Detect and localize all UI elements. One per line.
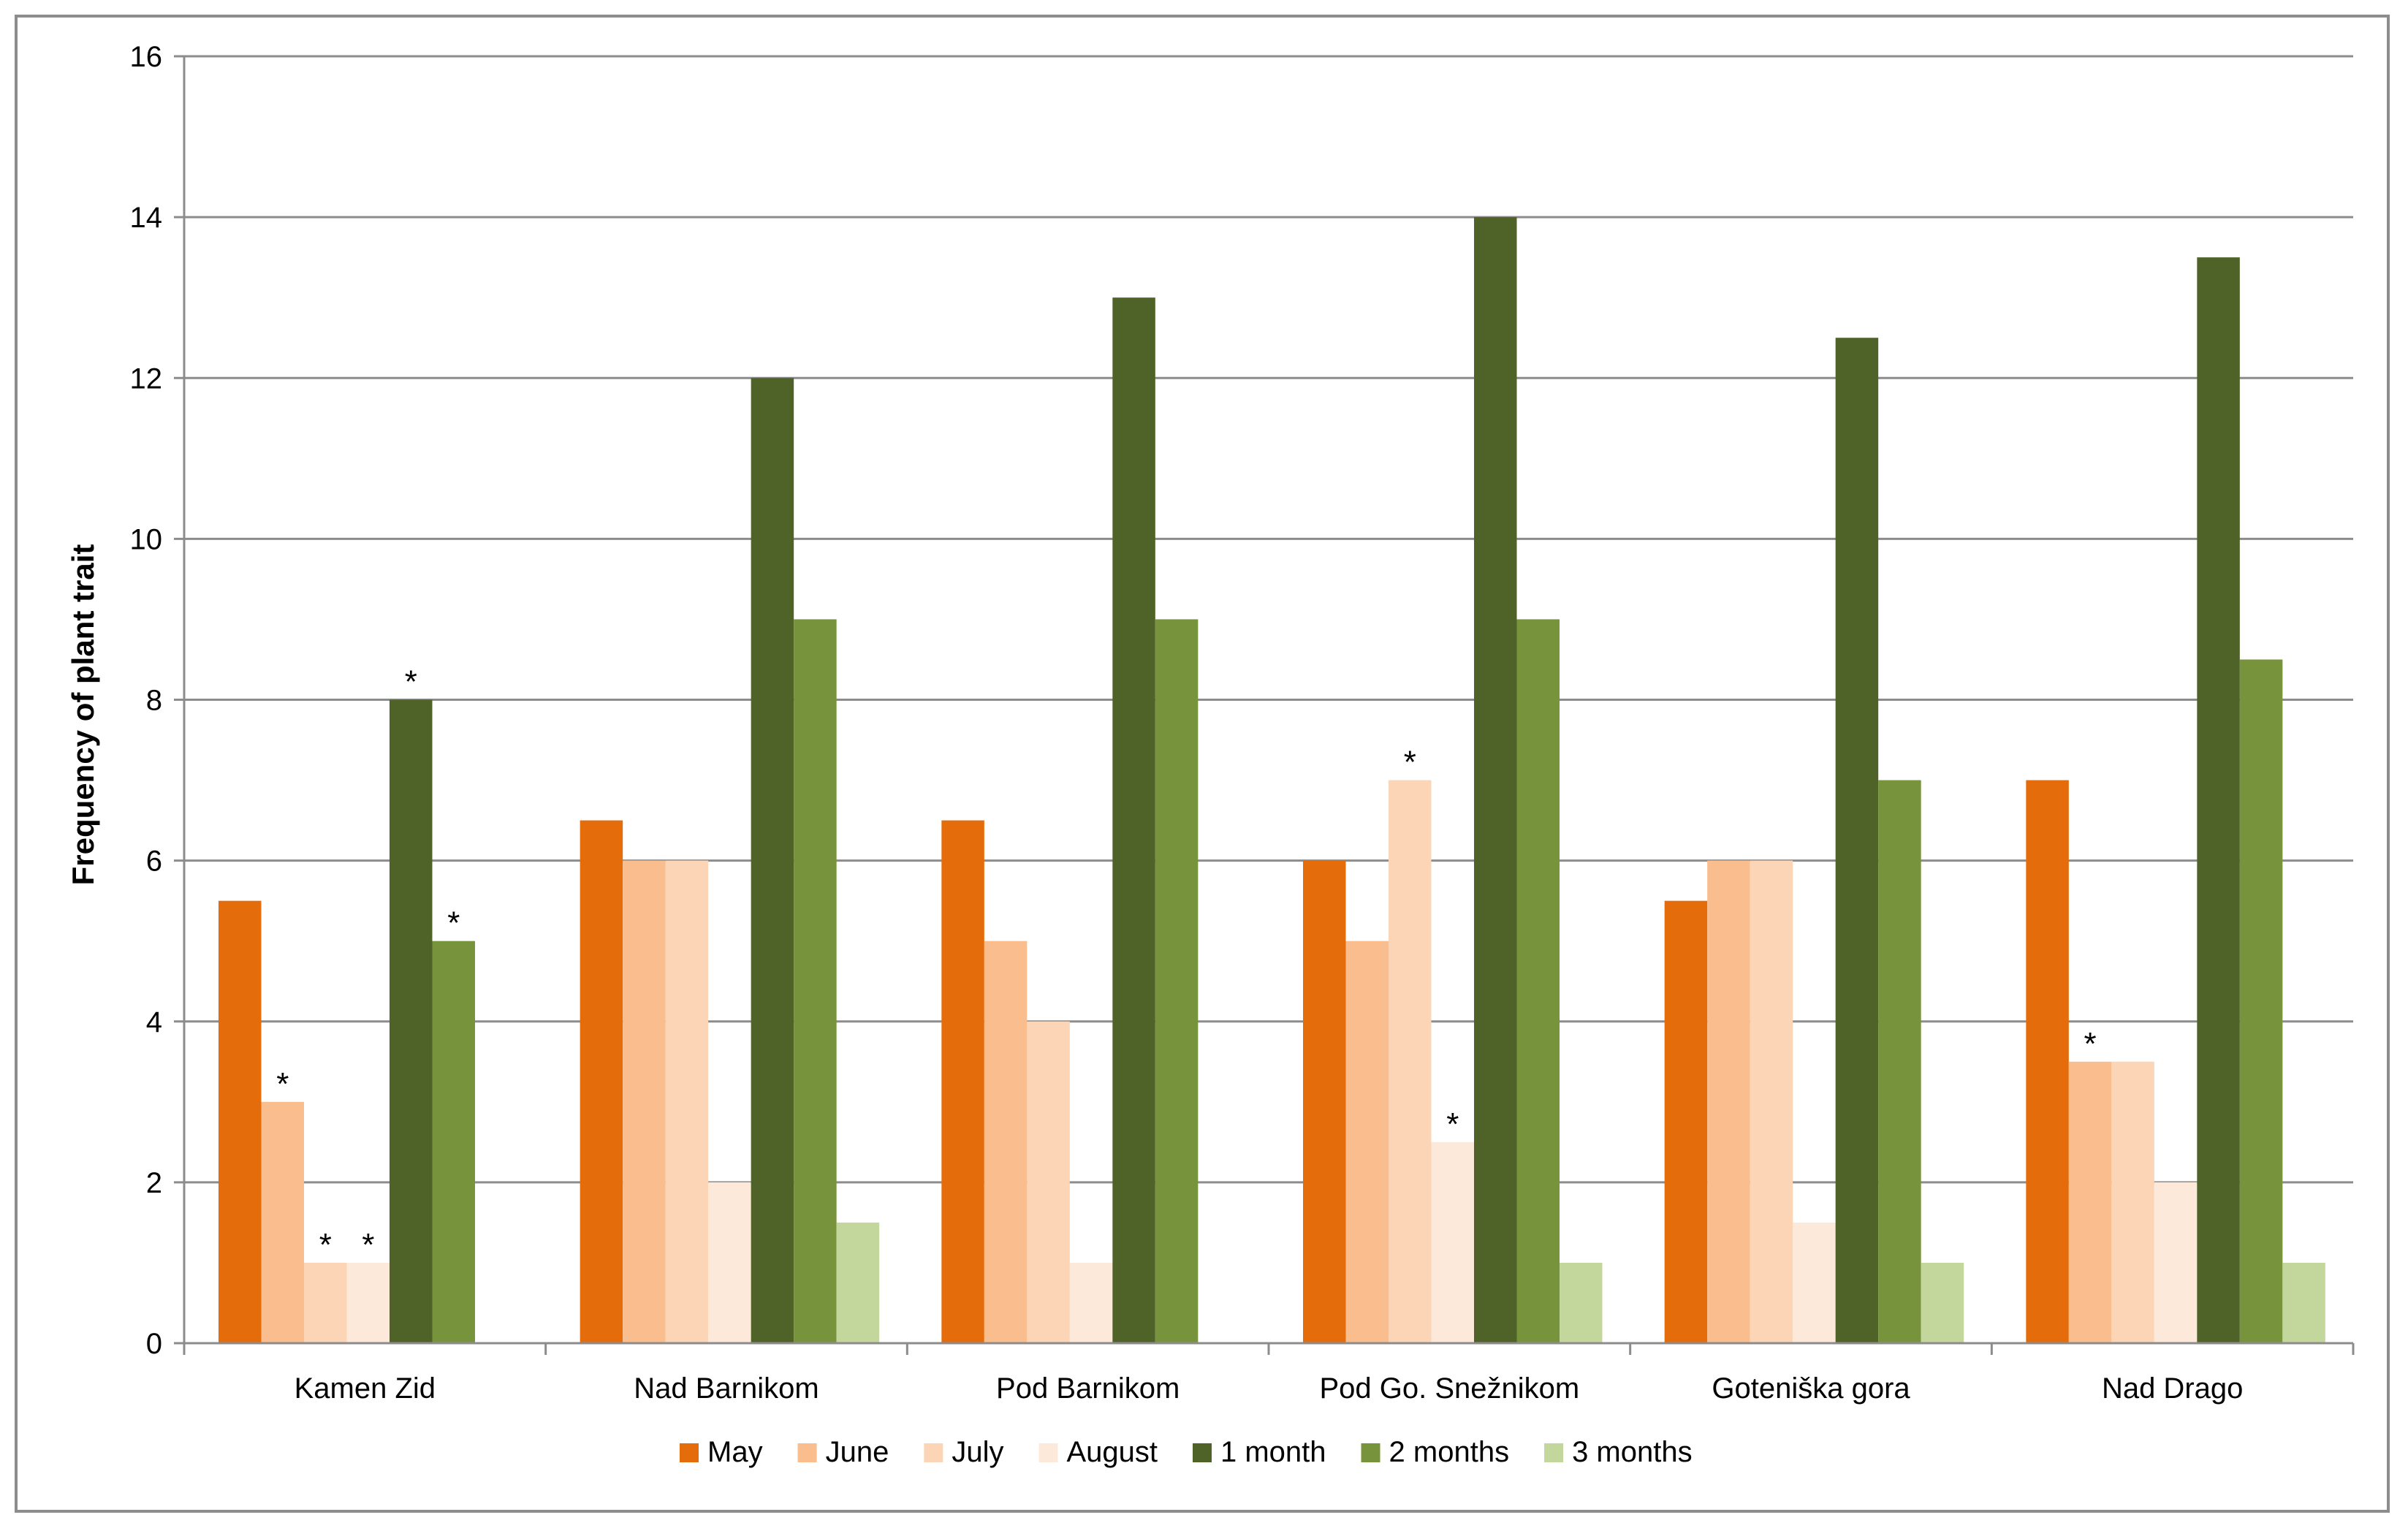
gridlines <box>184 55 2353 1184</box>
legend-label: 2 months <box>1389 1436 1510 1468</box>
bar-3-months-6 <box>2282 1262 2325 1343</box>
x-category-labels: Kamen Zid Nad Barnikom Pod Barnikom Pod Go.… <box>295 1372 2244 1405</box>
bar-june-2 <box>623 860 666 1343</box>
y-tick-label: 14 <box>130 202 163 234</box>
significance-star: * <box>276 1066 289 1102</box>
bar-july-2 <box>665 860 709 1343</box>
bar-3-months-5 <box>1921 1262 1964 1343</box>
bar-2-months-1 <box>432 941 475 1343</box>
bar-1-month-1 <box>390 699 433 1343</box>
bar-may-1 <box>219 900 262 1343</box>
legend-swatch <box>1038 1443 1058 1462</box>
legend-swatch <box>680 1443 699 1462</box>
bar-2-months-3 <box>1155 619 1199 1343</box>
y-tick-label: 12 <box>130 362 163 395</box>
legend-label: August <box>1066 1436 1158 1468</box>
bar-june-3 <box>984 941 1028 1343</box>
legend-swatch <box>1544 1443 1564 1462</box>
y-tick-label: 6 <box>146 846 162 878</box>
y-tick-label: 8 <box>146 685 162 717</box>
y-tick-label: 16 <box>130 41 163 73</box>
y-axis-label: Frequency of plant trait <box>66 544 100 886</box>
y-tick-label: 4 <box>146 1006 162 1038</box>
bar-2-months-2 <box>794 619 837 1343</box>
bar-august-6 <box>2154 1182 2198 1343</box>
significance-star: * <box>405 664 417 700</box>
significance-star: * <box>362 1227 374 1263</box>
significance-star: * <box>1404 745 1416 780</box>
bar-july-5 <box>1750 860 1793 1343</box>
bar-june-1 <box>261 1101 304 1343</box>
bar-may-3 <box>941 820 984 1343</box>
bar-3-months-4 <box>1560 1262 1603 1343</box>
y-tick-label: 2 <box>146 1167 162 1199</box>
y-tick-label: 0 <box>146 1328 162 1360</box>
bar-july-3 <box>1027 1021 1070 1343</box>
significance-star: * <box>447 905 460 941</box>
bar-may-2 <box>580 820 623 1343</box>
bars <box>219 217 2325 1343</box>
bar-july-6 <box>2111 1061 2154 1343</box>
legend-label: June <box>826 1436 889 1468</box>
bar-june-6 <box>2068 1061 2112 1343</box>
legend-swatch <box>1361 1443 1380 1462</box>
legend-item: May <box>680 1436 763 1468</box>
legend-swatch <box>1193 1443 1212 1462</box>
x-category-label: Kamen Zid <box>295 1372 436 1405</box>
legend-label: July <box>952 1436 1003 1468</box>
legend-swatch <box>924 1443 943 1462</box>
legend-label: 1 month <box>1220 1436 1326 1468</box>
x-category-label: Pod Barnikom <box>996 1372 1180 1405</box>
y-tick-label: 10 <box>130 523 163 555</box>
bar-1-month-5 <box>1835 338 1879 1343</box>
x-category-label: Pod Go. Snežnikom <box>1319 1372 1579 1405</box>
significance-star: * <box>1446 1106 1459 1142</box>
legend-item: 3 months <box>1544 1436 1693 1468</box>
legend-item: July <box>924 1436 1003 1468</box>
bar-august-2 <box>708 1182 751 1343</box>
bar-may-6 <box>2026 780 2069 1343</box>
bar-2-months-6 <box>2239 659 2283 1343</box>
bar-july-4 <box>1389 780 1432 1343</box>
legend-label: May <box>707 1436 763 1468</box>
y-tick-labels: 0 2 4 6 8 10 12 14 16 <box>130 41 163 1360</box>
bar-june-5 <box>1707 860 1750 1343</box>
legend-item: June <box>797 1436 889 1468</box>
significance-star: * <box>319 1227 332 1263</box>
bar-june-4 <box>1345 941 1389 1343</box>
axes <box>174 55 2355 1355</box>
legend-swatch <box>797 1443 817 1462</box>
bar-august-4 <box>1431 1141 1474 1343</box>
bar-2-months-4 <box>1516 619 1560 1343</box>
bar-may-5 <box>1664 900 1708 1343</box>
bar-1-month-2 <box>751 378 794 1343</box>
significance-markers: * * * * * * * * <box>276 664 2096 1263</box>
legend: May June July August 1 month 2 months 3 months <box>680 1436 1693 1468</box>
significance-star: * <box>2084 1026 2097 1062</box>
bar-3-months-2 <box>836 1222 880 1343</box>
legend-label: 3 months <box>1572 1436 1693 1468</box>
x-category-label: Nad Drago <box>2102 1372 2243 1405</box>
bar-1-month-4 <box>1474 217 1517 1343</box>
legend-item: 2 months <box>1361 1436 1510 1468</box>
x-category-label: Nad Barnikom <box>634 1372 819 1405</box>
legend-item: 1 month <box>1193 1436 1326 1468</box>
bar-1-month-6 <box>2197 257 2240 1343</box>
bar-1-month-3 <box>1112 297 1155 1343</box>
bar-august-5 <box>1793 1222 1836 1343</box>
bar-2-months-5 <box>1878 780 1921 1343</box>
bar-july-1 <box>304 1262 347 1343</box>
x-category-label: Goteniška gora <box>1712 1372 1910 1405</box>
bar-august-1 <box>346 1262 390 1343</box>
bar-may-4 <box>1303 860 1346 1343</box>
legend-item: August <box>1038 1436 1158 1468</box>
bar-august-3 <box>1069 1262 1113 1343</box>
